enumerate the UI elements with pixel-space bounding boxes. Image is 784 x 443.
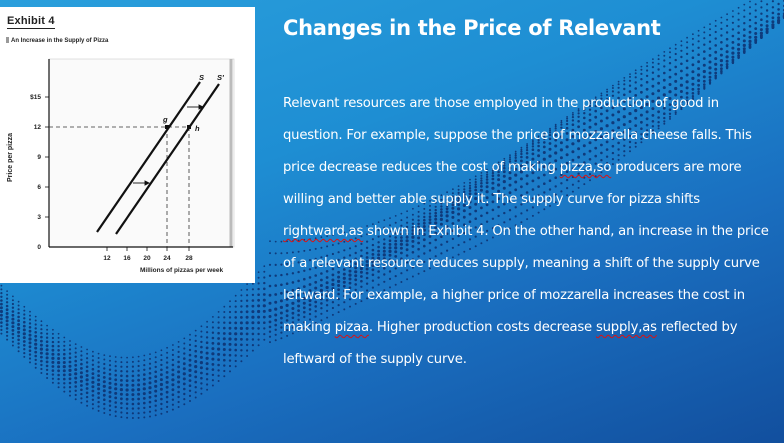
- text-run: reflected by leftward of the supply curv…: [283, 320, 738, 367]
- y-tick: 12: [34, 124, 42, 131]
- curve-label-s: S: [199, 73, 204, 82]
- point-g-label: g: [162, 115, 168, 124]
- x-tick: 16: [123, 255, 131, 262]
- text-run: producers are more willing and better ab…: [283, 160, 742, 207]
- exhibit-figure: Exhibit 4 An Increase in the Supply of P…: [0, 7, 255, 283]
- x-tick: 12: [103, 255, 111, 262]
- y-tick-labels: $15 12 9 6 3 0: [30, 94, 41, 251]
- text-run: shown in Exhibit 4. On the other hand, a…: [283, 224, 769, 335]
- y-tick: 6: [37, 184, 41, 191]
- misspelled-word[interactable]: pizza,so: [559, 160, 612, 175]
- y-axis-label: Price per pizza: [7, 133, 14, 182]
- body-paragraph: Relevant resources are those employed in…: [283, 88, 778, 376]
- misspelled-word[interactable]: rightward,as: [283, 224, 364, 239]
- y-tick: $15: [30, 94, 41, 101]
- slide-title: Changes in the Price of Relevant: [283, 16, 661, 40]
- y-tick: 3: [37, 214, 41, 221]
- text-run: Relevant resources are those employed in…: [283, 96, 752, 175]
- x-tick: 24: [163, 255, 171, 262]
- x-axis-label: Millions of pizzas per week: [140, 267, 223, 274]
- slide-body-text: Relevant resources are those employed in…: [283, 88, 778, 376]
- supply-curve-s-prime: [115, 83, 220, 235]
- text-run: . Higher production costs decrease: [368, 320, 596, 335]
- shift-right-arrow-icon: [133, 104, 205, 186]
- misspelled-word[interactable]: supply,as: [595, 320, 657, 335]
- point-h-label: h: [195, 124, 200, 133]
- x-tick: 20: [143, 255, 151, 262]
- x-tick-labels: 12 16 20 24 28: [103, 255, 193, 262]
- misspelled-word[interactable]: pizaa: [334, 320, 369, 335]
- point-g: [165, 125, 169, 129]
- point-h: [187, 125, 191, 129]
- curve-label-s-prime: S': [217, 73, 224, 82]
- exhibit-subtitle: An Increase in the Supply of Pizza: [6, 37, 108, 44]
- supply-chart: $15 12 9 6 3 0 12 16 20 24 28: [7, 58, 235, 274]
- y-tick: 0: [37, 244, 41, 251]
- exhibit-label: Exhibit 4: [7, 15, 55, 29]
- supply-curve-s: [96, 81, 201, 233]
- x-tick: 28: [185, 255, 193, 262]
- y-tick: 9: [37, 154, 41, 161]
